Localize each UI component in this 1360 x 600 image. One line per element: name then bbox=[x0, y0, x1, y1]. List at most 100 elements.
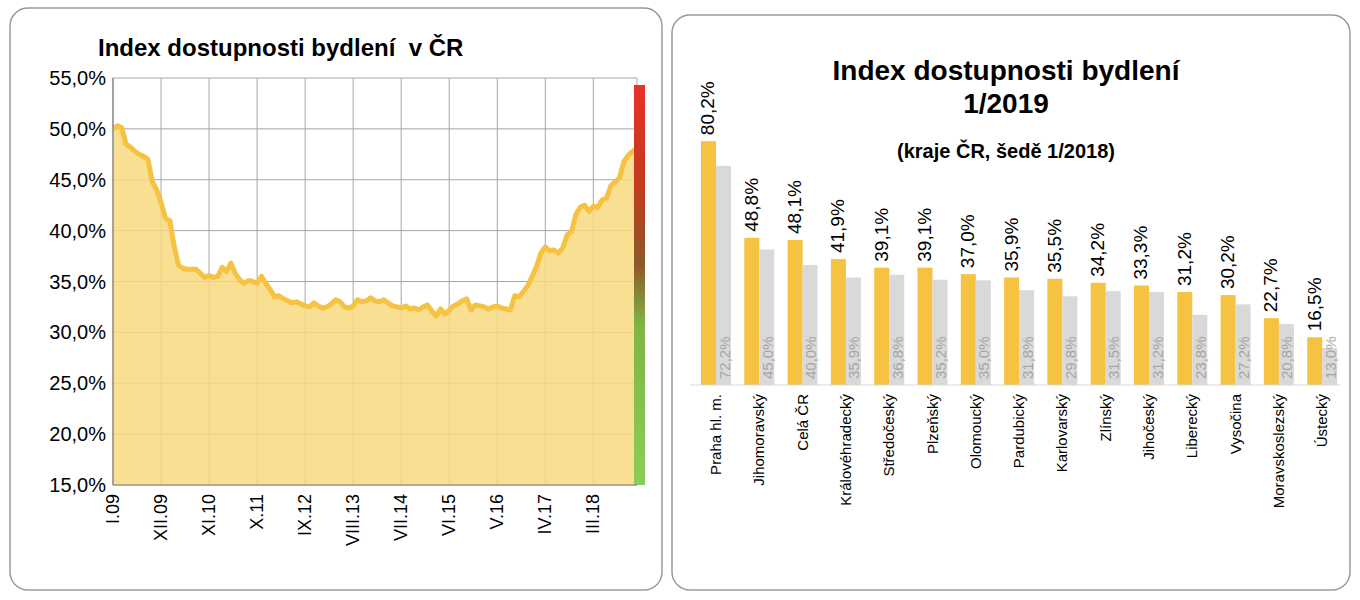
data-label: 45,0% bbox=[759, 336, 776, 379]
bar bbox=[918, 268, 933, 385]
title-line: 1/2019 bbox=[963, 88, 1049, 119]
x-axis bbox=[690, 385, 1340, 386]
data-label: 40,0% bbox=[802, 336, 819, 379]
data-label: 34,2% bbox=[1087, 223, 1108, 277]
x-tick-label: Ústecký bbox=[1313, 394, 1330, 448]
data-label: 27,2% bbox=[1235, 336, 1252, 379]
x-tick-label: Karlovarský bbox=[1053, 394, 1070, 473]
grid-line bbox=[113, 78, 637, 79]
bar bbox=[701, 141, 716, 385]
data-label: 20,8% bbox=[1278, 336, 1295, 379]
data-label: 39,1% bbox=[914, 208, 935, 262]
data-label: 35,9% bbox=[1001, 218, 1022, 272]
data-label: 36,8% bbox=[889, 336, 906, 379]
data-label: 13,0% bbox=[1322, 336, 1339, 379]
line bbox=[113, 126, 637, 316]
x-tick-label: III.18 bbox=[583, 494, 603, 534]
data-label: 22,7% bbox=[1260, 258, 1281, 312]
data-label: 29,8% bbox=[1062, 336, 1079, 379]
data-label: 31,2% bbox=[1174, 232, 1195, 286]
area bbox=[113, 126, 637, 485]
x-tick-label: Jihočeský bbox=[1140, 394, 1157, 460]
x-tick-label: Liberecký bbox=[1183, 394, 1200, 459]
data-label: 35,5% bbox=[1044, 219, 1065, 273]
data-label: 35,0% bbox=[975, 336, 992, 379]
x-tick-label: VII.14 bbox=[391, 494, 411, 541]
y-tick-label: 30,0% bbox=[49, 321, 106, 343]
y-tick-label: 50,0% bbox=[49, 118, 106, 140]
x-tick-label: Olomoucký bbox=[967, 394, 984, 470]
data-label: 35,9% bbox=[845, 336, 862, 379]
title-line: Index dostupnosti bydlení bbox=[833, 55, 1181, 86]
labels: 80,2%48,8%48,1%41,9%39,1%39,1%37,0%35,9%… bbox=[698, 81, 1339, 379]
data-label: 80,2% bbox=[698, 81, 719, 135]
x-tick-label: Zlínský bbox=[1097, 394, 1114, 442]
x-tick-label: Vysočina bbox=[1227, 393, 1244, 454]
chart-title: Index dostupnosti bydlení v ČR bbox=[98, 34, 463, 61]
x-tick-label: Moravskoslezský bbox=[1270, 394, 1287, 509]
bar bbox=[1134, 286, 1149, 385]
data-label: 39,1% bbox=[871, 208, 892, 262]
x-tick-label: XI.10 bbox=[199, 494, 219, 536]
x-tick-label: IV.17 bbox=[535, 494, 555, 534]
x-tick-label: V.16 bbox=[487, 494, 507, 529]
chart-title: Index dostupnosti bydlení1/2019 bbox=[833, 55, 1181, 119]
bar bbox=[788, 240, 803, 385]
y-tick-label: 45,0% bbox=[49, 169, 106, 191]
data-label: 33,3% bbox=[1131, 226, 1152, 280]
panel bbox=[672, 15, 1350, 590]
x-tick-label: Středočeský bbox=[880, 394, 897, 477]
data-label: 31,8% bbox=[1019, 336, 1036, 379]
data-label: 30,2% bbox=[1217, 235, 1238, 289]
grid-line bbox=[113, 78, 114, 485]
y-tick-label: 40,0% bbox=[49, 220, 106, 242]
data-label: 48,8% bbox=[741, 178, 762, 232]
data-label: 35,2% bbox=[932, 336, 949, 379]
x-tick-label: IX.12 bbox=[295, 494, 315, 536]
bar bbox=[1307, 337, 1322, 385]
canvas: Index dostupnosti bydlení v ČR 15,0% 20,0%… bbox=[0, 0, 1360, 600]
grid-line bbox=[113, 485, 637, 486]
chart-subtitle: (kraje ČR, šedě 1/2018) bbox=[897, 139, 1115, 162]
x-tick-label: X.11 bbox=[247, 494, 267, 530]
bar bbox=[1221, 295, 1236, 385]
bar bbox=[961, 274, 976, 385]
data-label: 16,5% bbox=[1304, 277, 1325, 331]
color-strip bbox=[634, 85, 645, 485]
data-label: 48,1% bbox=[784, 180, 805, 234]
bar bbox=[1047, 279, 1062, 385]
y-tick-label: 35,0% bbox=[49, 271, 106, 293]
bar bbox=[1177, 292, 1192, 385]
x-tick-label: Praha hl. m. bbox=[707, 394, 724, 475]
plot bbox=[701, 141, 1337, 385]
grid-line bbox=[113, 230, 637, 231]
x-tick-label: Plzeňský bbox=[924, 394, 941, 455]
plot bbox=[113, 126, 637, 485]
bar bbox=[1264, 318, 1279, 385]
x-tick-label: VI.15 bbox=[439, 494, 459, 536]
bar bbox=[831, 259, 846, 385]
x-tick-label: Pardubický bbox=[1010, 394, 1027, 469]
grid-line bbox=[113, 128, 637, 129]
bar bbox=[744, 238, 759, 385]
x-tick-label: XII.09 bbox=[151, 494, 171, 541]
grid bbox=[113, 78, 637, 485]
data-label: 23,8% bbox=[1192, 336, 1209, 379]
data-label: 72,2% bbox=[716, 336, 733, 379]
data-label: 41,9% bbox=[827, 199, 848, 253]
x-tick-label: Královéhradecký bbox=[837, 394, 854, 506]
y-tick-label: 15,0% bbox=[49, 474, 106, 496]
x-axis bbox=[113, 484, 637, 485]
panel bbox=[10, 8, 662, 590]
data-label: 31,2% bbox=[1149, 336, 1166, 379]
y-axis bbox=[112, 78, 113, 485]
y-tick-label: 20,0% bbox=[49, 423, 106, 445]
bar bbox=[1004, 278, 1019, 385]
y-tick-label: 55,0% bbox=[49, 67, 106, 89]
x-tick-label: Celá ČR bbox=[794, 394, 811, 451]
x-tick-label: I.09 bbox=[103, 494, 123, 524]
grid-line bbox=[113, 179, 637, 180]
data-label: 31,5% bbox=[1105, 336, 1122, 379]
y-tick-label: 25,0% bbox=[49, 372, 106, 394]
x-tick-label: VIII.13 bbox=[343, 494, 363, 546]
